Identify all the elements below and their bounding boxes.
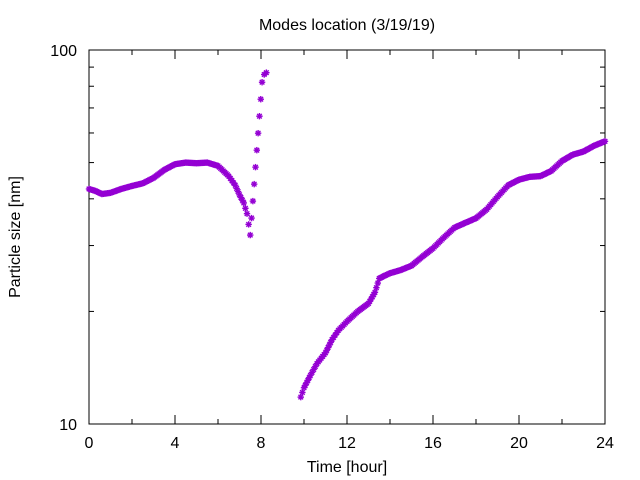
data-point xyxy=(263,69,270,76)
data-point xyxy=(247,231,254,239)
data-point-stroke xyxy=(251,181,257,187)
data-point xyxy=(243,210,251,217)
data-point xyxy=(248,214,255,222)
data-point xyxy=(254,129,262,137)
y-tick-label: 100 xyxy=(50,43,77,60)
x-tick-label: 12 xyxy=(338,435,356,452)
data-point-stroke xyxy=(238,194,244,201)
data-point-stroke xyxy=(254,147,260,153)
data-point xyxy=(256,112,263,120)
data-point-stroke xyxy=(263,69,270,76)
data-point-stroke xyxy=(252,164,259,170)
data-point-stroke xyxy=(239,197,246,204)
data-point xyxy=(258,79,266,86)
data-point-stroke xyxy=(256,113,263,119)
data-series xyxy=(85,69,609,401)
data-point xyxy=(304,377,312,384)
data-point-stroke xyxy=(235,188,241,195)
data-point-stroke xyxy=(247,232,254,238)
data-point-stroke xyxy=(257,96,264,103)
x-tick-label: 8 xyxy=(257,435,266,452)
data-point xyxy=(601,138,609,145)
data-point-stroke xyxy=(233,185,240,192)
x-axis: 0 4 8 12 16 20 24 xyxy=(85,50,614,452)
data-point-stroke xyxy=(248,215,255,221)
data-point-stroke xyxy=(241,200,247,206)
data-point-stroke xyxy=(602,138,608,145)
x-axis-label: Time [hour] xyxy=(307,459,387,476)
x-tick-label: 24 xyxy=(596,435,614,452)
data-point xyxy=(257,96,264,103)
data-point-stroke xyxy=(244,210,250,217)
data-point xyxy=(242,205,249,212)
data-point-stroke xyxy=(232,182,238,189)
data-point-stroke xyxy=(250,198,256,204)
data-point-stroke xyxy=(242,205,249,212)
data-point xyxy=(250,180,258,188)
data-point xyxy=(252,163,259,171)
data-point xyxy=(240,199,248,207)
data-point-stroke xyxy=(255,130,261,136)
x-tick-label: 16 xyxy=(424,435,442,452)
data-point xyxy=(253,146,261,154)
y-axis-label: Particle size [nm] xyxy=(7,176,24,298)
data-point-stroke xyxy=(245,221,252,228)
data-point xyxy=(245,221,252,228)
y-axis: 10 100 xyxy=(50,43,605,434)
chart-title: Modes location (3/19/19) xyxy=(259,17,435,34)
x-tick-label: 20 xyxy=(510,435,528,452)
x-tick-label: 0 xyxy=(85,435,94,452)
data-point-stroke xyxy=(259,79,265,86)
data-point-stroke xyxy=(236,192,243,198)
y-tick-label: 10 xyxy=(59,417,77,434)
data-point xyxy=(249,197,257,205)
plot-area-frame xyxy=(88,49,606,425)
x-tick-label: 4 xyxy=(171,435,180,452)
